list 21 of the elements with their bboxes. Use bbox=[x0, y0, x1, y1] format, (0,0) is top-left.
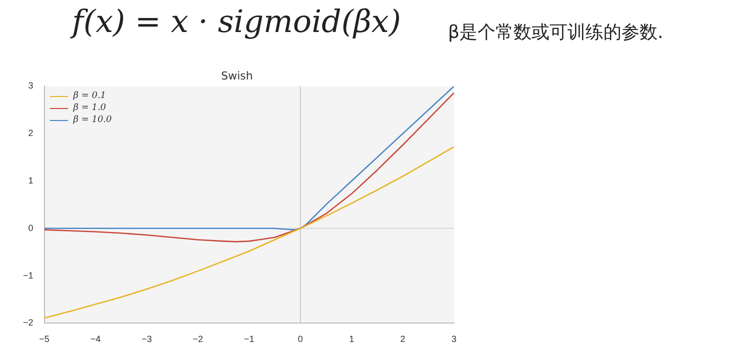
text: f(x) = x · sigmoid(βx) bbox=[72, 4, 401, 40]
x-tick-label: −2 bbox=[192, 334, 204, 344]
y-tick-label: −1 bbox=[22, 270, 34, 280]
x-tick-label: −5 bbox=[39, 334, 50, 344]
x-tick-label: 1 bbox=[349, 334, 354, 344]
y-tick-label: 0 bbox=[28, 222, 34, 233]
x-tick-label: 3 bbox=[451, 334, 457, 344]
x-tick-label: −1 bbox=[244, 334, 254, 344]
legend-label: β = 10.0 bbox=[73, 115, 112, 126]
legend-label: β = 1.0 bbox=[73, 103, 106, 114]
x-tick-label: 0 bbox=[298, 334, 303, 344]
x-tick-label: 2 bbox=[400, 334, 406, 344]
x-tick-label: −4 bbox=[90, 334, 101, 344]
y-tick-label: 2 bbox=[28, 128, 34, 138]
y-tick-label: 3 bbox=[28, 80, 34, 91]
legend-label: β = 0.1 bbox=[73, 91, 106, 102]
y-tick-label: 1 bbox=[28, 175, 34, 186]
x-tick-label: −3 bbox=[142, 334, 152, 344]
y-tick-label: −2 bbox=[22, 318, 34, 328]
text: β是个常数或可训练的参数. bbox=[448, 21, 664, 44]
chart-title: Swish bbox=[221, 69, 253, 82]
